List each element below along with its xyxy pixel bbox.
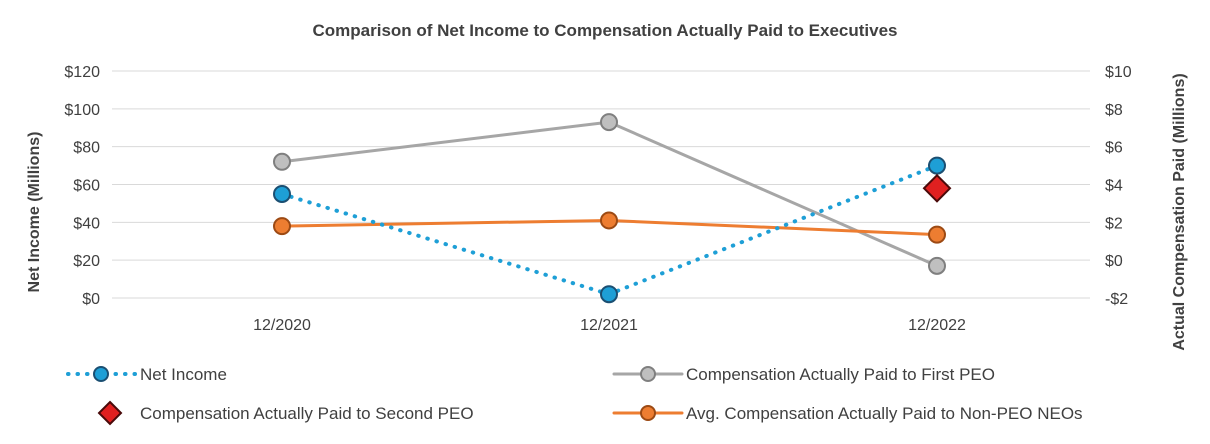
legend-item-compensation-actually-paid-to-second-peo: Compensation Actually Paid to Second PEO bbox=[97, 400, 474, 426]
legend-marker bbox=[97, 400, 123, 426]
point-net-income bbox=[273, 184, 291, 203]
left-tick-label: $20 bbox=[73, 253, 100, 270]
point-compensation-actually-paid-to-first-peo bbox=[928, 256, 946, 275]
left-axis-title: Net Income (Millions) bbox=[26, 132, 43, 293]
legend-label: Net Income bbox=[140, 365, 227, 384]
legend-marker bbox=[640, 405, 656, 421]
x-tick-label: 12/2020 bbox=[253, 317, 311, 334]
right-tick-label: $0 bbox=[1105, 253, 1123, 270]
left-tick-label: $100 bbox=[64, 102, 100, 119]
left-tick-label: $120 bbox=[64, 64, 100, 81]
legend-item-net-income: Net Income bbox=[66, 365, 227, 384]
point-compensation-actually-paid-to-first-peo bbox=[600, 113, 618, 132]
point-net-income bbox=[928, 156, 946, 175]
point-avg-compensation-actually-paid-to-non-peo-neos bbox=[600, 211, 618, 230]
right-tick-label: $2 bbox=[1105, 215, 1123, 232]
right-tick-label: $6 bbox=[1105, 140, 1123, 157]
right-tick-label: -$2 bbox=[1105, 291, 1128, 308]
legend-label: Avg. Compensation Actually Paid to Non-P… bbox=[686, 404, 1083, 423]
left-tick-label: $60 bbox=[73, 178, 100, 195]
right-tick-label: $10 bbox=[1105, 64, 1132, 81]
legend-marker bbox=[640, 366, 656, 382]
series-lines bbox=[280, 120, 939, 297]
legend-item-avg-compensation-actually-paid-to-non-peo-neos: Avg. Compensation Actually Paid to Non-P… bbox=[612, 404, 1083, 423]
left-tick-label: $40 bbox=[73, 215, 100, 232]
point-net-income bbox=[600, 285, 618, 304]
right-axis-title: Actual Compensation Paid (Millions) bbox=[1171, 73, 1188, 350]
right-tick-label: $4 bbox=[1105, 178, 1123, 195]
left-axis-ticks: $0 $20 $40 $60 $80 $100 $120 bbox=[64, 64, 100, 308]
legend-item-compensation-actually-paid-to-first-peo: Compensation Actually Paid to First PEO bbox=[612, 365, 995, 384]
series-markers bbox=[273, 113, 952, 304]
point-compensation-actually-paid-to-first-peo bbox=[273, 152, 291, 171]
x-tick-label: 12/2021 bbox=[580, 317, 638, 334]
left-tick-label: $80 bbox=[73, 140, 100, 157]
legend: Net Income Compensation Actually Paid to … bbox=[66, 365, 1083, 426]
right-axis-ticks: -$2 $0 $2 $4 $6 $8 $10 bbox=[1105, 64, 1132, 308]
legend-marker bbox=[93, 366, 109, 382]
x-axis-ticks: 12/2020 12/2021 12/2022 bbox=[253, 317, 966, 334]
legend-label: Compensation Actually Paid to Second PEO bbox=[140, 404, 474, 423]
point-avg-compensation-actually-paid-to-non-peo-neos bbox=[928, 225, 946, 244]
series-line-compensation-actually-paid-to-first-peo bbox=[280, 120, 939, 268]
right-tick-label: $8 bbox=[1105, 102, 1123, 119]
legend-label: Compensation Actually Paid to First PEO bbox=[686, 365, 995, 384]
point-compensation-actually-paid-to-second-peo bbox=[922, 173, 952, 203]
x-tick-label: 12/2022 bbox=[908, 317, 966, 334]
chart-title: Comparison of Net Income to Compensation… bbox=[312, 21, 897, 40]
left-tick-label: $0 bbox=[82, 291, 100, 308]
point-avg-compensation-actually-paid-to-non-peo-neos bbox=[273, 217, 291, 236]
